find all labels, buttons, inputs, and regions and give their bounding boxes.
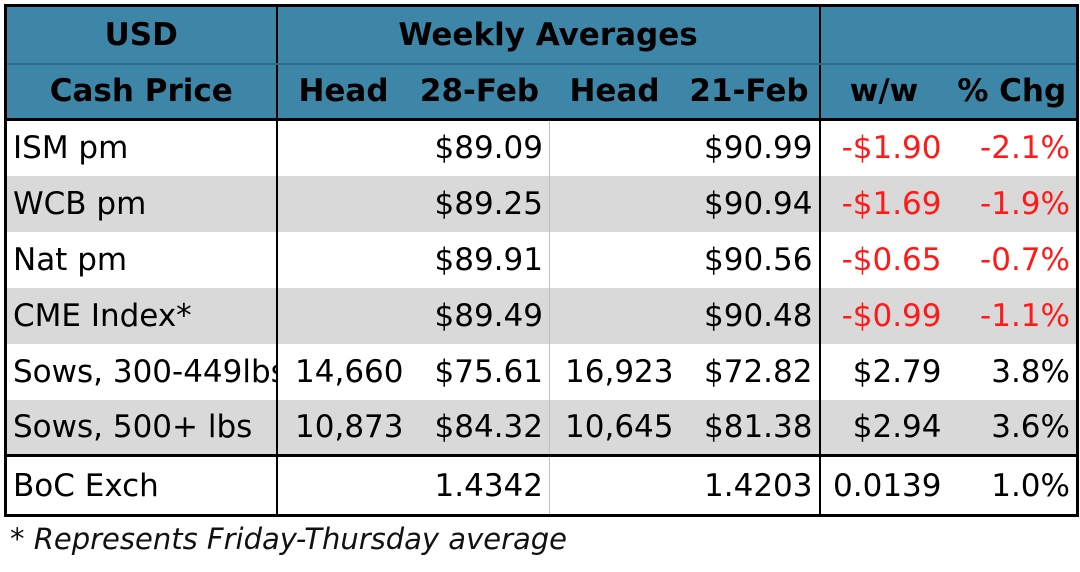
row-pct: -2.1% <box>947 119 1078 176</box>
header-head-2: Head <box>549 63 680 121</box>
header-head-1: Head <box>275 63 410 121</box>
table-row: Sows, 500+ lbs 10,873 $84.32 10,645 $81.… <box>5 399 1078 456</box>
boc-rate-1: 1.4342 <box>409 454 550 516</box>
row-ww: -$0.65 <box>818 231 948 288</box>
boc-rate-2: 1.4203 <box>679 454 820 516</box>
row-head-1 <box>275 119 410 176</box>
row-price-2: $72.82 <box>679 343 820 400</box>
row-ww: $2.94 <box>818 399 948 456</box>
row-head-1 <box>275 231 410 288</box>
row-head-2: 16,923 <box>549 343 680 400</box>
table-row: Nat pm $89.91 $90.56 -$0.65 -0.7% <box>5 231 1078 288</box>
header-blank <box>818 5 1078 65</box>
table-row: ISM pm $89.09 $90.99 -$1.90 -2.1% <box>5 119 1078 176</box>
row-label: CME Index* <box>5 287 277 344</box>
row-head-1 <box>275 287 410 344</box>
row-label: Sows, 300-449lbs <box>5 343 277 400</box>
header-row-1: USD Weekly Averages <box>5 5 1078 65</box>
price-table: USD Weekly Averages Cash Price Head 28-F… <box>4 4 1079 517</box>
row-pct: -1.1% <box>947 287 1078 344</box>
row-price-2: $90.48 <box>679 287 820 344</box>
header-weekly-averages: Weekly Averages <box>275 5 820 65</box>
row-head-1: 14,660 <box>275 343 410 400</box>
boc-row: BoC Exch 1.4342 1.4203 0.0139 1.0% <box>5 454 1078 516</box>
header-date-2: 21-Feb <box>679 63 820 121</box>
table-row: WCB pm $89.25 $90.94 -$1.69 -1.9% <box>5 175 1078 232</box>
row-head-2 <box>549 287 680 344</box>
row-label: WCB pm <box>5 175 277 232</box>
row-price-1: $89.09 <box>409 119 550 176</box>
row-head-2: 10,645 <box>549 399 680 456</box>
header-row-2: Cash Price Head 28-Feb Head 21-Feb w/w %… <box>5 63 1078 121</box>
row-label: Sows, 500+ lbs <box>5 399 277 456</box>
header-ww: w/w <box>818 63 948 121</box>
row-price-2: $90.99 <box>679 119 820 176</box>
row-price-1: $89.49 <box>409 287 550 344</box>
row-price-2: $90.94 <box>679 175 820 232</box>
row-pct: -0.7% <box>947 231 1078 288</box>
row-price-2: $90.56 <box>679 231 820 288</box>
row-pct: 3.8% <box>947 343 1078 400</box>
row-head-2 <box>549 119 680 176</box>
header-cash-price: Cash Price <box>5 63 277 121</box>
row-price-1: $89.25 <box>409 175 550 232</box>
row-head-1 <box>275 175 410 232</box>
row-ww: -$1.69 <box>818 175 948 232</box>
header-currency: USD <box>5 5 277 65</box>
row-price-1: $84.32 <box>409 399 550 456</box>
row-head-2 <box>549 231 680 288</box>
boc-head-1 <box>275 454 410 516</box>
row-pct: -1.9% <box>947 175 1078 232</box>
row-ww: -$1.90 <box>818 119 948 176</box>
row-label: ISM pm <box>5 119 277 176</box>
row-price-1: $89.91 <box>409 231 550 288</box>
boc-label: BoC Exch <box>5 454 277 516</box>
boc-head-2 <box>549 454 680 516</box>
row-head-1: 10,873 <box>275 399 410 456</box>
row-price-1: $75.61 <box>409 343 550 400</box>
row-ww: -$0.99 <box>818 287 948 344</box>
row-price-2: $81.38 <box>679 399 820 456</box>
row-ww: $2.79 <box>818 343 948 400</box>
boc-ww: 0.0139 <box>818 454 948 516</box>
row-head-2 <box>549 175 680 232</box>
row-label: Nat pm <box>5 231 277 288</box>
boc-pct: 1.0% <box>947 454 1078 516</box>
header-pct-chg: % Chg <box>947 63 1078 121</box>
table-row: Sows, 300-449lbs 14,660 $75.61 16,923 $7… <box>5 343 1078 400</box>
header-date-1: 28-Feb <box>409 63 550 121</box>
row-pct: 3.6% <box>947 399 1078 456</box>
table-row: CME Index* $89.49 $90.48 -$0.99 -1.1% <box>5 287 1078 344</box>
footnote: * Represents Friday-Thursday average <box>10 522 568 556</box>
